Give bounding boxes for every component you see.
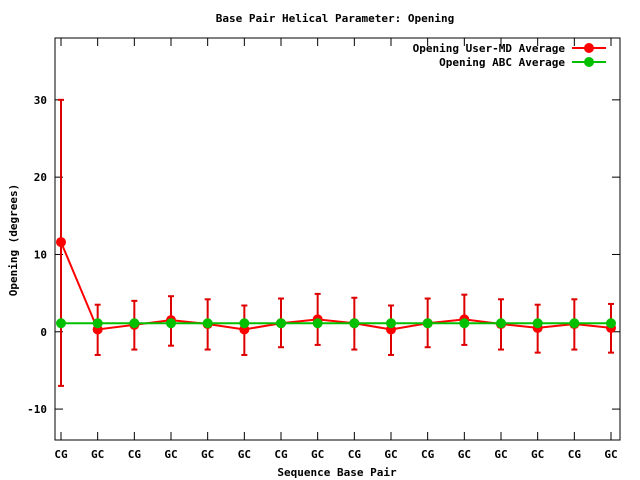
x-tick-label: GC [164, 448, 177, 461]
x-tick-label: GC [384, 448, 397, 461]
x-tick-label: GC [238, 448, 251, 461]
data-point [276, 318, 286, 329]
x-tick-label: GC [201, 448, 214, 461]
data-point [56, 318, 66, 329]
x-tick-label: GC [494, 448, 507, 461]
plot-frame [54, 37, 621, 441]
legend-swatch-point [584, 57, 594, 67]
y-axis: -10 0 10 20 30 [27, 94, 620, 416]
y-tick-label: 20 [34, 171, 47, 184]
data-point [569, 318, 580, 329]
x-tick-label: CG [54, 448, 68, 461]
x-tick-label: GC [531, 448, 544, 461]
legend-swatch-point [584, 43, 594, 53]
x-tick-label: GC [604, 448, 617, 461]
data-point [606, 318, 616, 329]
x-tick-label: CG [348, 448, 362, 461]
data-point [459, 318, 470, 329]
y-axis-label: Opening (degrees) [7, 184, 20, 297]
x-axis: CG GC CG GC GC GC CG GC CG GC CG GC GC GC CG GC [54, 38, 618, 461]
series-layer [56, 98, 616, 387]
x-tick-label: GC [311, 448, 324, 461]
x-tick-label: CG [128, 448, 142, 461]
series-line [60, 241, 612, 331]
data-point [239, 318, 250, 329]
data-point [56, 237, 66, 248]
data-point [312, 318, 323, 329]
data-point [202, 318, 213, 329]
data-point [349, 318, 360, 329]
data-point [129, 318, 140, 329]
x-tick-label: CG [274, 448, 288, 461]
data-point [496, 318, 506, 329]
x-tick-label: CG [568, 448, 582, 461]
x-axis-label: Sequence Base Pair [277, 466, 397, 479]
series-user-md [56, 98, 616, 387]
data-point [166, 318, 176, 329]
data-point [92, 318, 103, 329]
data-point [386, 318, 396, 329]
series-abc [56, 318, 616, 329]
x-tick-label: GC [91, 448, 104, 461]
y-tick-label: -10 [27, 403, 47, 416]
data-point [422, 318, 433, 329]
y-tick-label: 0 [40, 326, 47, 339]
x-tick-label: CG [421, 448, 435, 461]
chart-title: Base Pair Helical Parameter: Opening [216, 12, 454, 25]
x-tick-label: GC [458, 448, 471, 461]
legend-label: Opening User-MD Average [413, 42, 566, 55]
y-tick-label: 30 [34, 94, 47, 107]
legend-label: Opening ABC Average [439, 56, 565, 69]
data-point [532, 318, 543, 329]
y-tick-label: 10 [34, 248, 47, 261]
